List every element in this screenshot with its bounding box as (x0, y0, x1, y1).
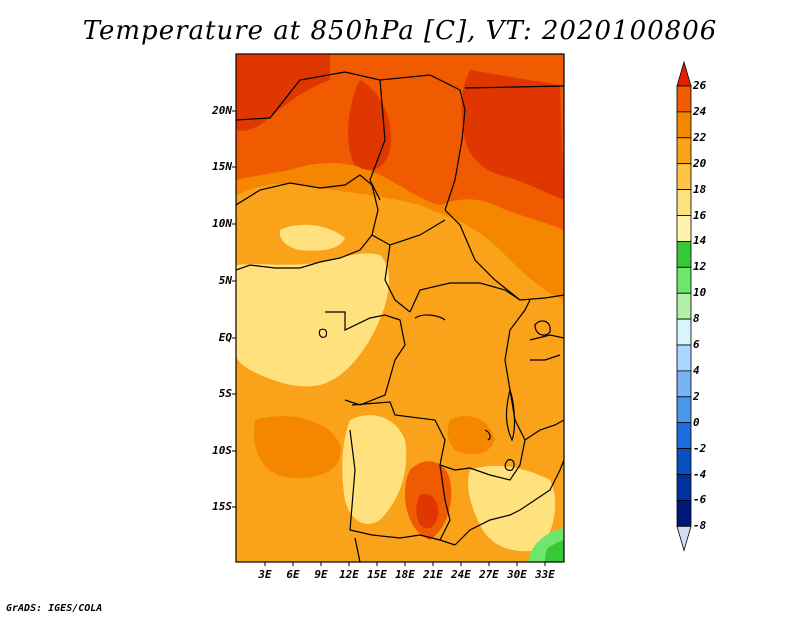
country-borders (236, 71, 564, 562)
lat-label-5n: 5N (218, 274, 232, 287)
lat-label-eq: EQ (218, 331, 232, 344)
lon-label-3e: 3E (258, 568, 272, 581)
chart-title: Temperature at 850hPa [C], VT: 202010080… (82, 16, 718, 46)
lon-label-21e: 21E (423, 568, 443, 581)
lon-label-15e: 15E (367, 568, 387, 581)
colorbar-label: 0 (693, 415, 700, 429)
colorbar-label: 24 (693, 104, 707, 118)
colorbar-segment (676, 422, 692, 450)
colorbar-label: 26 (693, 79, 707, 92)
colorbar-label: 4 (693, 363, 700, 377)
lon-label-27e: 27E (479, 568, 499, 581)
lon-label-24e: 24E (451, 568, 471, 581)
colorbar-label: 16 (693, 208, 707, 222)
lat-label-10s: 10S (212, 444, 232, 457)
colorbar-label: -4 (693, 467, 707, 481)
colorbar-segment (676, 318, 692, 346)
colorbar-segment (676, 474, 692, 501)
lake-outlines (318, 314, 551, 471)
colorbar-label: 20 (693, 156, 707, 170)
temperature-field (236, 54, 564, 562)
colorbar-label: 12 (693, 260, 707, 274)
colorbar-label: 18 (693, 182, 707, 196)
lon-label-9e: 9E (314, 568, 328, 581)
lat-label-15n: 15N (212, 160, 232, 173)
lon-label-18e: 18E (395, 568, 415, 581)
colorbar-label: 2 (693, 389, 700, 403)
colorbar-segment (676, 266, 692, 294)
lat-label-20n: 20N (212, 104, 232, 117)
lon-label-12e: 12E (339, 568, 359, 581)
colorbar-segment (676, 499, 692, 527)
colorbar-segment (676, 292, 692, 320)
colorbar-segment (676, 189, 692, 216)
lat-label-15s: 15S (212, 500, 232, 513)
colorbar-segment (676, 85, 692, 113)
colorbar-label: 10 (693, 286, 707, 300)
grads-credit: GrADS: IGES/COLA (6, 603, 103, 614)
colorbar-label: 14 (693, 234, 707, 248)
colorbar-segment (676, 396, 692, 424)
lat-label-5s: 5S (218, 387, 232, 400)
lat-label-10n: 10N (212, 217, 232, 230)
colorbar-over-triangle (676, 60, 692, 87)
colorbar (676, 60, 692, 552)
lat-ticks (232, 110, 236, 508)
colorbar-label: -8 (693, 519, 707, 533)
colorbar-label: 22 (693, 130, 707, 144)
colorbar-label: 6 (693, 338, 700, 351)
colorbar-segment (676, 137, 692, 165)
colorbar-segment (676, 240, 692, 268)
colorbar-segment (676, 344, 692, 372)
colorbar-label: 8 (693, 312, 700, 326)
lon-label-30e: 30E (507, 568, 527, 581)
map-frame (235, 53, 565, 563)
lon-label-33e: 33E (535, 568, 555, 581)
colorbar-segment (676, 448, 692, 475)
colorbar-under-triangle (676, 525, 692, 552)
colorbar-label: -2 (693, 441, 707, 455)
lon-ticks (264, 562, 546, 566)
colorbar-segment (676, 111, 692, 139)
colorbar-segment (676, 370, 692, 398)
colorbar-segment (676, 215, 692, 242)
colorbar-segment (676, 163, 692, 190)
colorbar-label: -6 (693, 493, 707, 507)
lon-label-6e: 6E (286, 568, 300, 581)
